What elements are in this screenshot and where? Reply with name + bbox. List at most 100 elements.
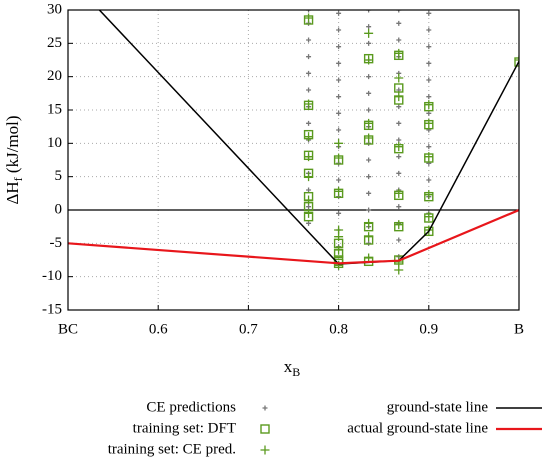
plus-marker: [396, 20, 402, 26]
plus-marker: [304, 172, 314, 182]
plus-marker: [336, 210, 342, 216]
y-tick-label: 5: [55, 168, 63, 184]
x-tick-label: 0.7: [239, 321, 258, 337]
square-marker: [514, 57, 519, 67]
plus-marker: [396, 170, 402, 176]
plus-marker: [336, 177, 342, 183]
plus-marker: [396, 37, 402, 43]
plus-marker: [304, 99, 314, 109]
plus-marker: [396, 154, 402, 160]
plus-marker: [334, 232, 344, 242]
plus-marker: [364, 232, 374, 242]
plus-marker: [394, 92, 404, 102]
y-tick-label: 30: [47, 1, 62, 17]
plus-marker: [366, 74, 372, 80]
legend-label: actual ground-state line: [347, 420, 488, 436]
legend-label: training set: DFT: [133, 420, 236, 436]
y-tick-label: 10: [47, 135, 62, 151]
y-tick-label: 25: [47, 35, 62, 51]
plus-marker: [364, 133, 374, 143]
plus-marker: [366, 24, 372, 30]
plus-marker: [426, 94, 432, 100]
plus-marker: [336, 127, 342, 133]
plus-marker: [426, 77, 432, 83]
plus-marker: [306, 54, 312, 60]
plus-marker: [334, 138, 344, 148]
plot-area: [68, 10, 519, 275]
plus-marker: [336, 44, 342, 50]
plus-marker: [424, 118, 434, 128]
y-tick-label: -10: [42, 268, 62, 284]
plus-marker: [394, 73, 404, 83]
plus-marker: [262, 405, 268, 411]
plus-marker: [306, 120, 312, 126]
x-tick-label: BC: [58, 321, 78, 337]
plus-marker: [426, 177, 432, 183]
plus-marker: [334, 186, 344, 196]
legend-label: training set: CE pred.: [108, 441, 236, 457]
y-tick-label: 0: [55, 201, 63, 217]
plus-marker: [306, 10, 312, 13]
plus-marker: [396, 237, 402, 243]
plus-marker: [364, 28, 374, 38]
plus-marker: [364, 218, 374, 228]
plus-marker: [396, 204, 402, 210]
y-tick-label: -5: [50, 235, 63, 251]
y-tick-label: 15: [47, 101, 62, 117]
square-marker: [260, 424, 270, 434]
plus-marker: [306, 220, 312, 226]
x-axis-label: xB: [284, 357, 301, 379]
plus-marker: [394, 257, 404, 267]
plus-marker: [424, 152, 434, 162]
plus-marker: [366, 207, 372, 213]
plus-marker: [304, 13, 314, 23]
plus-marker: [366, 90, 372, 96]
plus-marker: [426, 27, 432, 33]
plus-marker: [514, 55, 519, 65]
x-tick-label: 0.6: [149, 321, 168, 337]
plus-marker: [336, 10, 342, 16]
plus-marker: [424, 212, 434, 222]
plus-marker: [426, 60, 432, 66]
plus-marker: [364, 118, 374, 128]
plus-marker: [304, 152, 314, 162]
x-tick-label: B: [514, 321, 524, 337]
legend-label: CE predictions: [146, 399, 236, 415]
plus-marker: [260, 445, 270, 455]
plus-marker: [336, 27, 342, 33]
plus-marker: [394, 142, 404, 152]
plus-marker: [424, 100, 434, 110]
plus-marker: [394, 188, 404, 198]
plus-marker: [304, 208, 314, 218]
plus-marker: [366, 157, 372, 163]
plus-marker: [364, 55, 374, 65]
plus-marker: [366, 107, 372, 113]
y-axis-label: ΔHf (kJ/mol): [3, 115, 25, 204]
plus-marker: [304, 195, 314, 205]
plus-marker: [396, 10, 402, 13]
plus-marker: [334, 245, 344, 255]
plus-marker: [426, 144, 432, 150]
x-tick-label: 0.9: [419, 321, 438, 337]
plus-marker: [424, 190, 434, 200]
line: [98, 10, 519, 265]
y-tick-label: -15: [42, 301, 62, 317]
square-marker: [394, 83, 404, 93]
plus-marker: [394, 220, 404, 230]
plot-frame: [67, 9, 520, 311]
plus-marker: [394, 265, 404, 275]
plus-marker: [306, 37, 312, 43]
plus-marker: [336, 110, 342, 116]
legend-label: ground-state line: [387, 399, 489, 415]
plus-marker: [304, 132, 314, 142]
plus-marker: [336, 60, 342, 66]
plus-marker: [366, 10, 372, 13]
plus-marker: [366, 40, 372, 46]
line: [68, 208, 519, 265]
y-tick-label: 20: [47, 68, 62, 84]
plus-marker: [306, 204, 312, 210]
plus-marker: [426, 10, 432, 16]
plus-marker: [426, 110, 432, 116]
plus-marker: [336, 77, 342, 83]
